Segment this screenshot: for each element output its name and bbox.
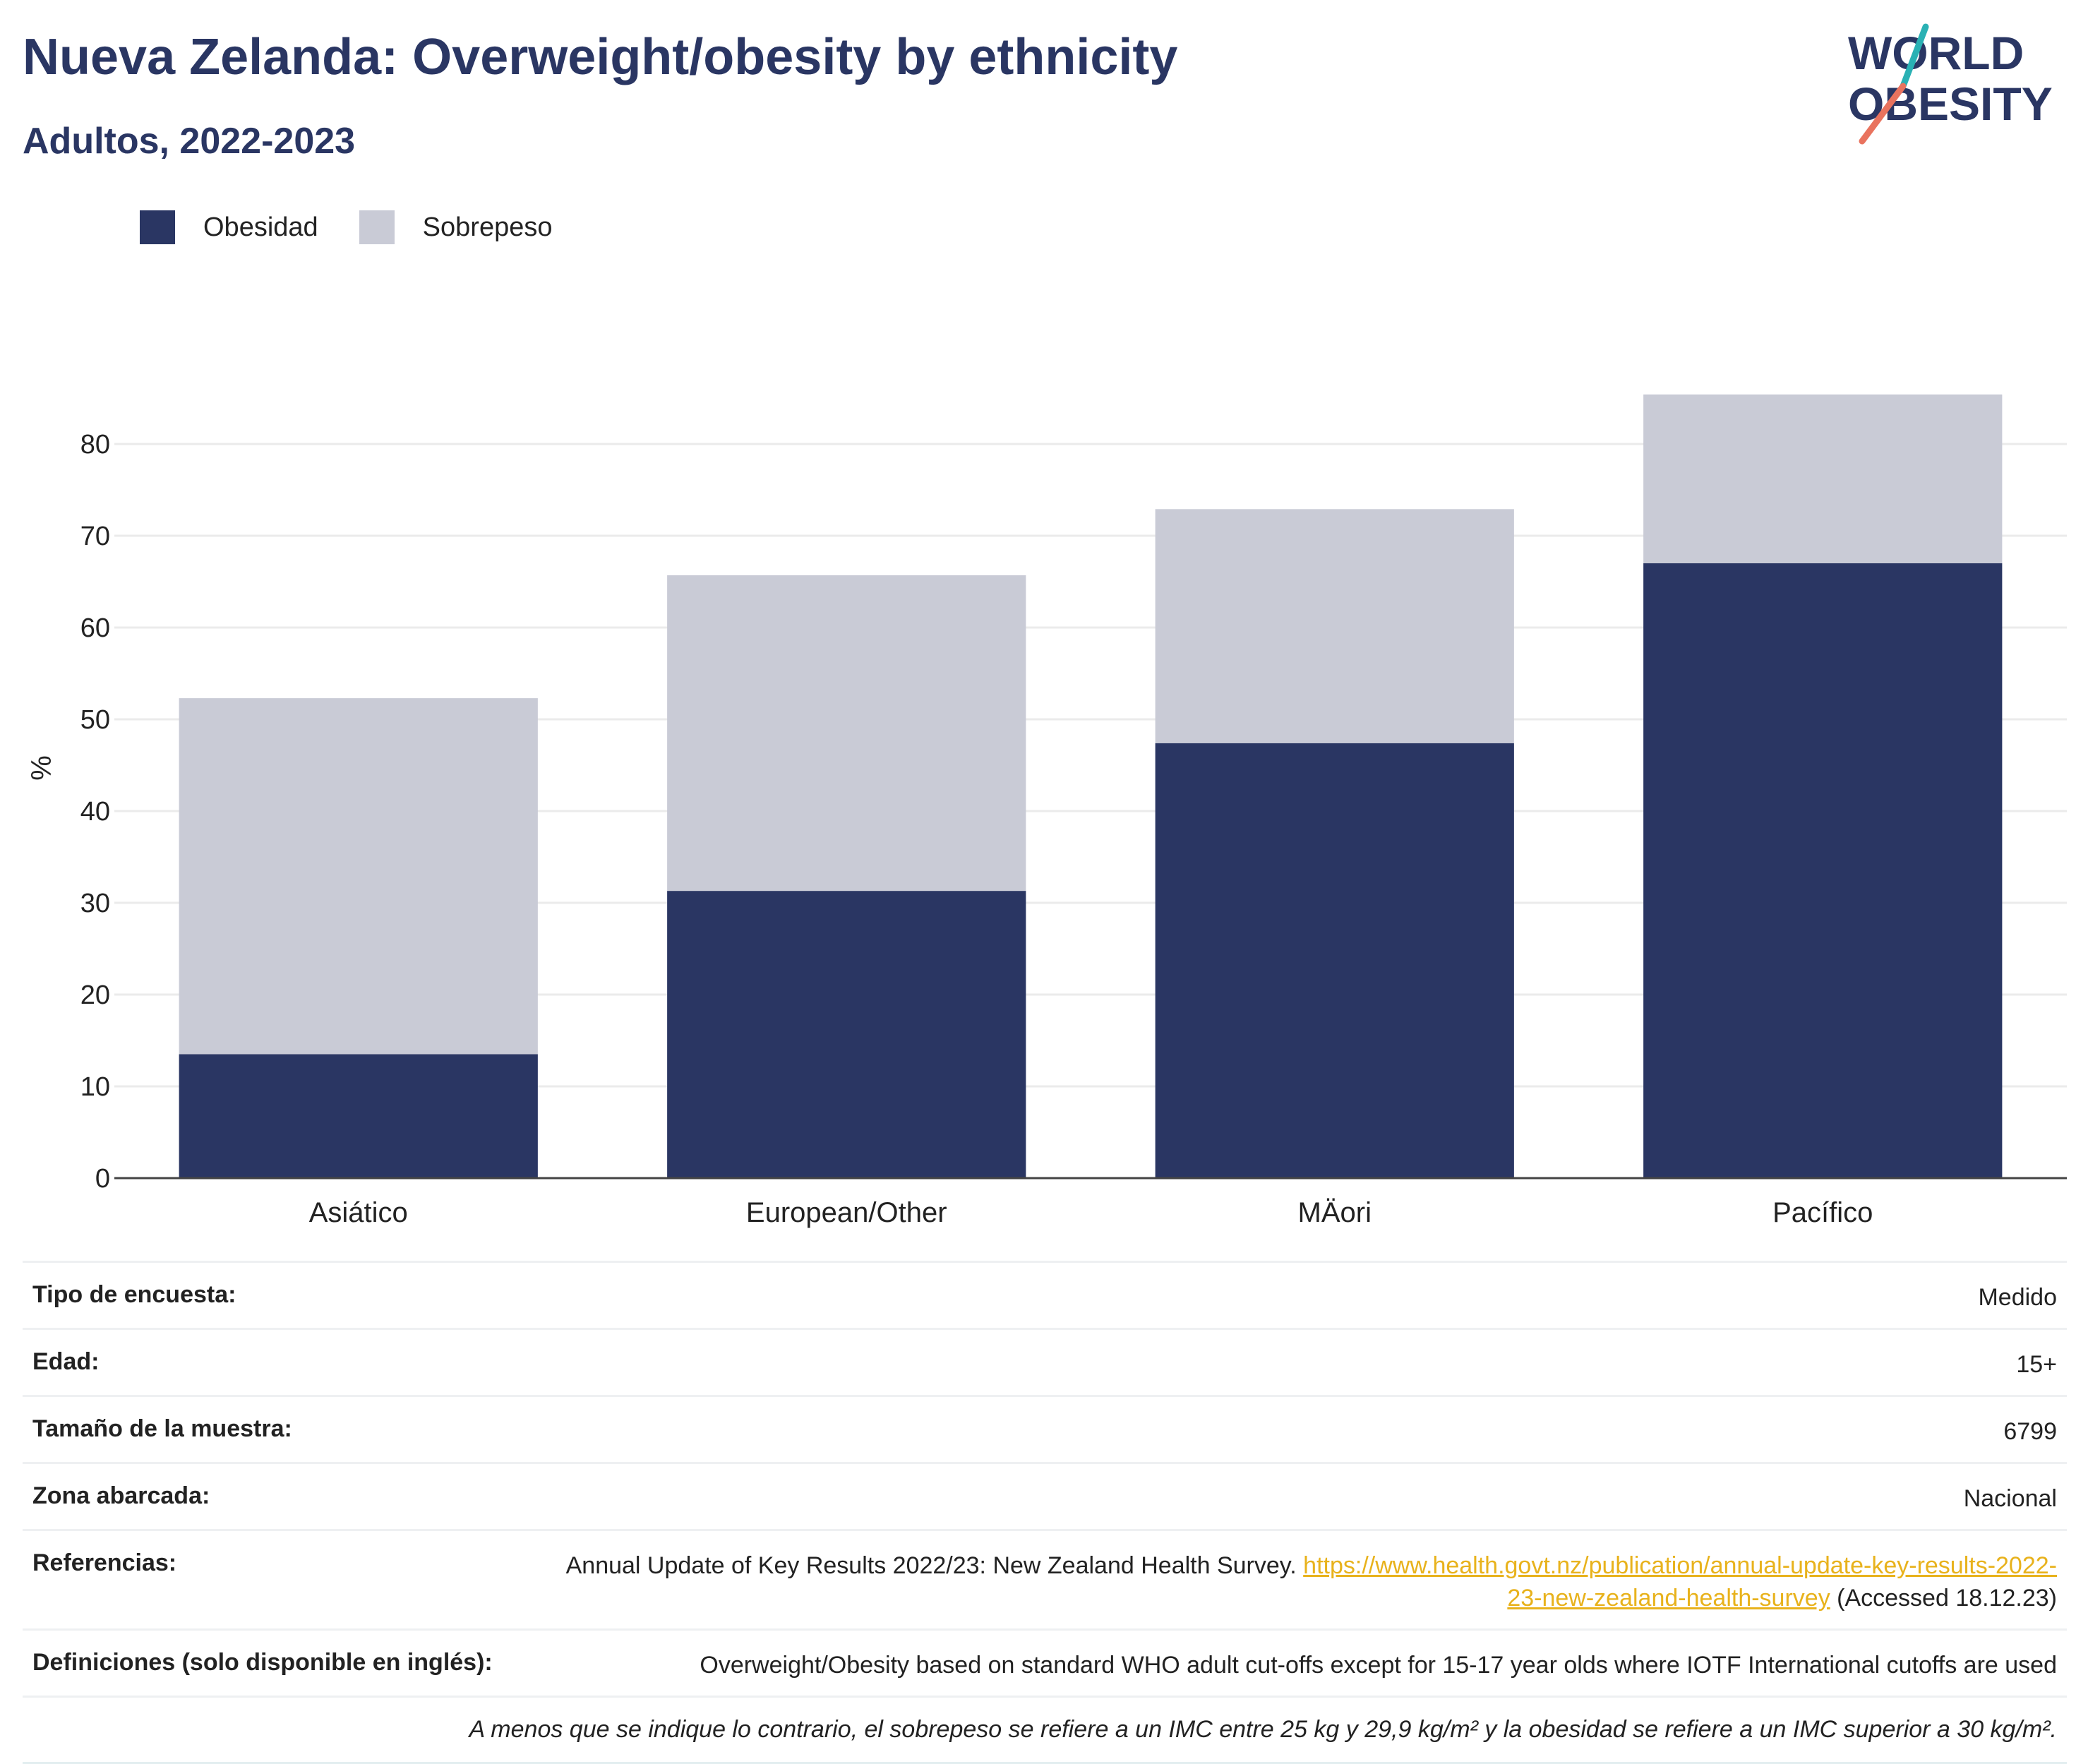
logo-text-obesity: OBESITY <box>1848 78 2053 130</box>
bar-obesity <box>179 1054 538 1178</box>
bar-overweight <box>1155 509 1514 743</box>
meta-key: Referencias: <box>32 1549 177 1576</box>
footnote: A menos que se indique lo contrario, el … <box>23 1696 2067 1764</box>
meta-value: Medido <box>1978 1284 2057 1311</box>
y-tick-label: 30 <box>80 889 110 918</box>
logo-slash-teal <box>1900 23 1929 90</box>
stacked-bar-chart: 0 10 20 30 40 50 60 70 80% Asiático European/Other… <box>26 394 2067 1228</box>
meta-key: Tamaño de la muestra: <box>32 1415 292 1442</box>
meta-key: Edad: <box>32 1348 100 1375</box>
meta-row-survey-type: Tipo de encuesta: Medido <box>23 1261 2067 1328</box>
reference-link[interactable]: https://www.health.govt.nz/publication/a… <box>1303 1552 2057 1612</box>
survey-metadata-table: Tipo de encuesta: Medido Edad: 15+ Tamañ… <box>23 1261 2067 1764</box>
y-tick-label: 80 <box>80 430 110 460</box>
chart-legend: Obesidad Sobrepeso <box>140 210 593 244</box>
meta-value: 6799 <box>2003 1418 2057 1445</box>
meta-row-references: Referencias: Annual Update of Key Result… <box>23 1529 2067 1628</box>
meta-row-coverage: Zona abarcada: Nacional <box>23 1462 2067 1529</box>
meta-key: Definiciones (solo disponible en inglés)… <box>32 1649 493 1676</box>
bar-obesity <box>1643 563 2003 1178</box>
logo-text-world: WORLD <box>1848 27 2024 79</box>
y-tick-label: 40 <box>80 797 110 827</box>
meta-value: 15+ <box>2016 1351 2057 1378</box>
y-tick-label: 20 <box>80 980 110 1010</box>
bar-obesity <box>1155 743 1514 1178</box>
meta-key: Tipo de encuesta: <box>32 1281 236 1308</box>
y-tick-label: 70 <box>80 522 110 551</box>
meta-value: Overweight/Obesity based on standard WHO… <box>700 1652 2057 1679</box>
y-tick-label: 60 <box>80 613 110 643</box>
reference-accessed: (Accessed 18.12.23) <box>1830 1585 2057 1612</box>
meta-value: Annual Update of Key Results 2022/23: Ne… <box>539 1549 2057 1614</box>
world-obesity-logo: WORLD OBESITY <box>1848 23 2053 145</box>
bar-obesity <box>667 891 1026 1178</box>
chart-subtitle: Adultos, 2022-2023 <box>23 121 356 162</box>
legend-item-obesity[interactable]: Obesidad <box>140 210 318 244</box>
y-tick-label: 0 <box>95 1164 110 1194</box>
legend-swatch-overweight <box>359 210 395 244</box>
x-tick-label: European/Other <box>746 1197 947 1228</box>
y-axis-label: % <box>26 755 57 781</box>
y-tick-label: 10 <box>80 1072 110 1102</box>
legend-item-overweight[interactable]: Sobrepeso <box>359 210 553 244</box>
reference-text: Annual Update of Key Results 2022/23: Ne… <box>565 1552 1304 1579</box>
legend-label-overweight: Sobrepeso <box>422 212 553 242</box>
meta-key: Zona abarcada: <box>32 1482 210 1509</box>
meta-row-age: Edad: 15+ <box>23 1328 2067 1395</box>
bar-overweight <box>1643 394 2003 563</box>
x-tick-label: Asiático <box>309 1197 408 1228</box>
y-tick-label: 50 <box>80 705 110 735</box>
legend-label-obesity: Obesidad <box>203 212 318 242</box>
logo-slash-coral <box>1859 83 1907 145</box>
bar-overweight <box>667 575 1026 892</box>
x-tick-label: Pacífico <box>1772 1197 1873 1228</box>
legend-swatch-obesity <box>140 210 175 244</box>
bar-overweight <box>179 698 538 1055</box>
meta-value: Nacional <box>1963 1485 2057 1512</box>
meta-row-sample-size: Tamaño de la muestra: 6799 <box>23 1395 2067 1462</box>
chart-title: Nueva Zelanda: Overweight/obesity by eth… <box>23 29 1178 85</box>
meta-row-definitions: Definiciones (solo disponible en inglés)… <box>23 1628 2067 1696</box>
x-tick-label: MÄori <box>1298 1197 1372 1228</box>
